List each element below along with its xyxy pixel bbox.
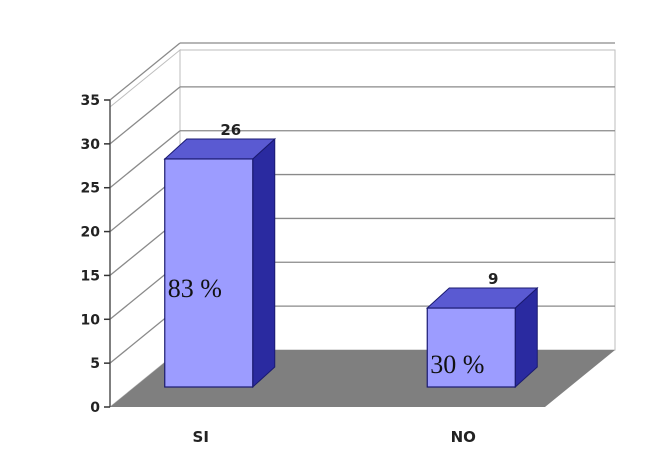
data-label: 26 <box>220 121 241 139</box>
y-tick-label: 15 <box>81 268 100 284</box>
y-tick-label: 20 <box>81 225 101 241</box>
gridline <box>109 42 181 101</box>
y-tick-label: 30 <box>81 137 101 153</box>
bar-side <box>252 137 276 389</box>
y-tick-label: 0 <box>90 400 100 416</box>
y-tick-label: 5 <box>90 356 100 372</box>
y-tick-label: 10 <box>81 312 101 328</box>
y-tick-label: 25 <box>81 181 100 197</box>
percent-label: 83 % <box>168 274 222 303</box>
bar-si <box>164 158 254 388</box>
label-group: 0 5 10 15 20 25 30 35 26 83 % SI 9 30 % NO <box>81 93 499 446</box>
category-label: NO <box>451 428 476 446</box>
bar-no <box>426 307 516 388</box>
percent-label: 30 % <box>430 350 484 379</box>
gridline <box>109 86 181 145</box>
data-label: 9 <box>488 270 498 288</box>
bar-group <box>163 137 539 389</box>
y-tick-label: 35 <box>81 93 100 109</box>
gridline <box>109 130 181 189</box>
category-label: SI <box>193 428 209 446</box>
